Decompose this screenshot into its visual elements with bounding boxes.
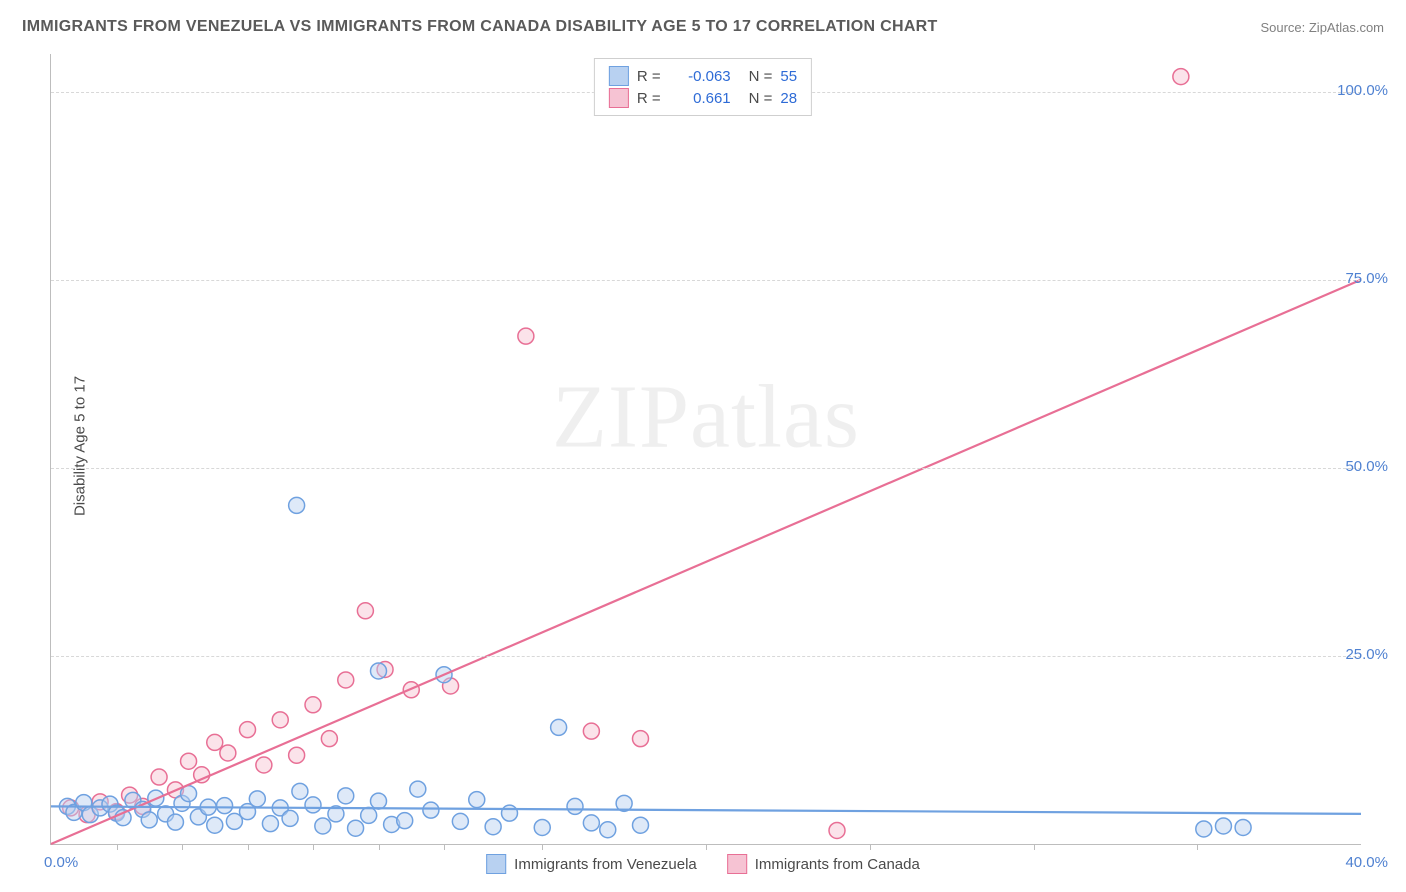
data-point (289, 497, 305, 513)
legend-bottom-item-2: Immigrants from Canada (727, 854, 920, 874)
legend-top-row-2: R = 0.661 N = 28 (609, 87, 797, 109)
r-value-s1: -0.063 (669, 68, 731, 85)
data-point (583, 723, 599, 739)
trend-line (51, 280, 1361, 844)
legend-label-s1: Immigrants from Venezuela (514, 856, 697, 873)
data-point (534, 819, 550, 835)
data-point (348, 820, 364, 836)
data-point (141, 812, 157, 828)
xtick (870, 844, 871, 850)
data-point (305, 697, 321, 713)
ytick-label: 50.0% (1345, 458, 1388, 475)
n-label: N = (749, 68, 773, 85)
data-point (321, 731, 337, 747)
gridline-h (51, 280, 1361, 281)
plot-svg (51, 54, 1361, 844)
legend-label-s2: Immigrants from Canada (755, 856, 920, 873)
data-point (518, 328, 534, 344)
data-point (371, 793, 387, 809)
data-point (423, 802, 439, 818)
data-point (256, 757, 272, 773)
legend-swatch-s1 (486, 854, 506, 874)
data-point (551, 719, 567, 735)
xtick (1197, 844, 1198, 850)
chart-title: IMMIGRANTS FROM VENEZUELA VS IMMIGRANTS … (22, 18, 938, 36)
data-point (410, 781, 426, 797)
legend-top: R = -0.063 N = 55 R = 0.661 N = 28 (594, 58, 812, 116)
legend-bottom-item-1: Immigrants from Venezuela (486, 854, 697, 874)
x-max-label: 40.0% (1345, 854, 1388, 871)
data-point (220, 745, 236, 761)
data-point (338, 672, 354, 688)
xtick (248, 844, 249, 850)
legend-bottom: Immigrants from Venezuela Immigrants fro… (486, 854, 920, 874)
data-point (633, 817, 649, 833)
n-value-s1: 55 (780, 68, 797, 85)
xtick (313, 844, 314, 850)
data-point (361, 807, 377, 823)
data-point (240, 722, 256, 738)
data-point (289, 747, 305, 763)
data-point (567, 798, 583, 814)
data-point (262, 816, 278, 832)
data-point (1196, 821, 1212, 837)
data-point (829, 822, 845, 838)
ytick-label: 100.0% (1337, 82, 1388, 99)
r-label: R = (637, 68, 661, 85)
xtick (1034, 844, 1035, 850)
xtick (117, 844, 118, 850)
x-zero-label: 0.0% (44, 854, 78, 871)
data-point (452, 813, 468, 829)
xtick (182, 844, 183, 850)
data-point (217, 798, 233, 814)
data-point (469, 792, 485, 808)
data-point (167, 814, 183, 830)
source-credit: Source: ZipAtlas.com (1260, 20, 1384, 35)
legend-swatch-s1 (609, 66, 629, 86)
data-point (207, 817, 223, 833)
r-label: R = (637, 90, 661, 107)
xtick (379, 844, 380, 850)
data-point (151, 769, 167, 785)
data-point (600, 822, 616, 838)
ytick-label: 25.0% (1345, 646, 1388, 663)
data-point (292, 783, 308, 799)
data-point (282, 810, 298, 826)
legend-swatch-s2 (609, 88, 629, 108)
data-point (249, 791, 265, 807)
data-point (371, 663, 387, 679)
xtick (444, 844, 445, 850)
data-point (357, 603, 373, 619)
data-point (315, 818, 331, 834)
data-point (207, 734, 223, 750)
data-point (633, 731, 649, 747)
data-point (1215, 818, 1231, 834)
ytick-label: 75.0% (1345, 270, 1388, 287)
data-point (502, 805, 518, 821)
legend-swatch-s2 (727, 854, 747, 874)
n-label: N = (749, 90, 773, 107)
r-value-s2: 0.661 (669, 90, 731, 107)
gridline-h (51, 656, 1361, 657)
gridline-h (51, 468, 1361, 469)
n-value-s2: 28 (780, 90, 797, 107)
xtick (542, 844, 543, 850)
data-point (1173, 69, 1189, 85)
data-point (305, 797, 321, 813)
data-point (1235, 819, 1251, 835)
data-point (583, 815, 599, 831)
data-point (485, 819, 501, 835)
data-point (338, 788, 354, 804)
data-point (272, 712, 288, 728)
data-point (181, 753, 197, 769)
xtick (706, 844, 707, 850)
plot-area: ZIPatlas (50, 54, 1361, 845)
legend-top-row-1: R = -0.063 N = 55 (609, 65, 797, 87)
data-point (397, 813, 413, 829)
